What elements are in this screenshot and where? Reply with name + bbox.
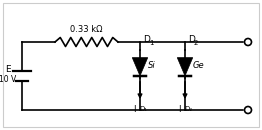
Polygon shape	[177, 58, 193, 76]
Circle shape	[244, 106, 252, 113]
Text: D₂: D₂	[184, 106, 192, 112]
Text: E: E	[5, 64, 11, 73]
Text: Si: Si	[148, 61, 156, 70]
Text: I: I	[134, 105, 136, 114]
FancyBboxPatch shape	[3, 3, 259, 127]
Text: 1: 1	[149, 40, 154, 46]
Text: 2: 2	[194, 40, 198, 46]
Circle shape	[244, 38, 252, 45]
Text: 10 V: 10 V	[0, 74, 17, 83]
Text: I: I	[178, 105, 181, 114]
Text: D₁: D₁	[139, 106, 147, 112]
Text: D: D	[188, 35, 195, 44]
Text: Ge: Ge	[193, 61, 205, 70]
Polygon shape	[132, 58, 148, 76]
Text: D: D	[143, 35, 150, 44]
Text: 0.33 kΩ: 0.33 kΩ	[70, 24, 103, 34]
